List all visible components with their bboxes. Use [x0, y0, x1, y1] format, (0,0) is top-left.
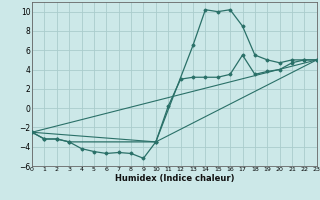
X-axis label: Humidex (Indice chaleur): Humidex (Indice chaleur): [115, 174, 234, 183]
